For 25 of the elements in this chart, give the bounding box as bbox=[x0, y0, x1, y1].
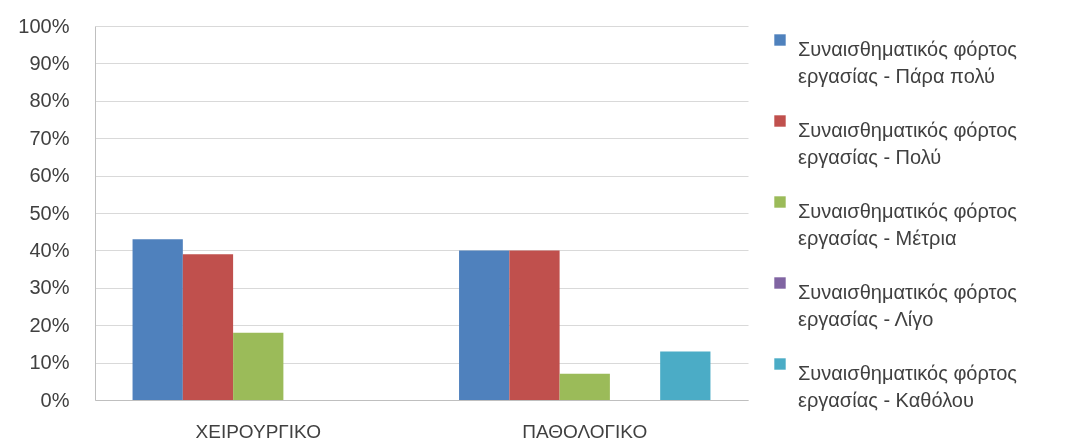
x-tick-label: ΠΑΘΟΛΟΓΙΚΟ bbox=[522, 420, 648, 442]
legend-label: Συναισθηματικός φόρτος εργασίας - Μέτρια bbox=[798, 200, 1018, 249]
y-tick-label: 40% bbox=[29, 238, 70, 261]
bar bbox=[660, 351, 711, 400]
bar bbox=[132, 239, 183, 400]
y-tick-label: 50% bbox=[29, 201, 70, 224]
y-tick-label: 10% bbox=[29, 351, 70, 374]
y-tick-label: 90% bbox=[29, 51, 70, 74]
y-tick-label: 0% bbox=[40, 388, 70, 411]
bar bbox=[509, 250, 560, 400]
y-tick-label: 60% bbox=[29, 164, 70, 187]
y-tick-label: 80% bbox=[29, 89, 70, 112]
legend-label: Συναισθηματικός φόρτος εργασίας - Πολύ bbox=[798, 119, 1018, 168]
legend-label: Συναισθηματικός φόρτος εργασίας - Πάρα πολύ bbox=[798, 38, 1018, 87]
bar bbox=[233, 332, 284, 400]
legend-label: Συναισθηματικός φόρτος εργασίας - Λίγο bbox=[798, 281, 1018, 330]
y-tick-label: 100% bbox=[18, 14, 70, 37]
y-tick-label: 30% bbox=[29, 276, 70, 299]
y-tick-label: 20% bbox=[29, 313, 70, 336]
legend-label: Συναισθηματικός φόρτος εργασίας - Καθόλου bbox=[798, 362, 1018, 411]
bar bbox=[559, 373, 610, 400]
y-tick-label: 70% bbox=[29, 126, 70, 149]
bar bbox=[182, 254, 234, 400]
bar bbox=[459, 250, 510, 400]
x-tick-label: ΧΕΙΡΟΥΡΓΙΚΟ bbox=[195, 420, 321, 442]
